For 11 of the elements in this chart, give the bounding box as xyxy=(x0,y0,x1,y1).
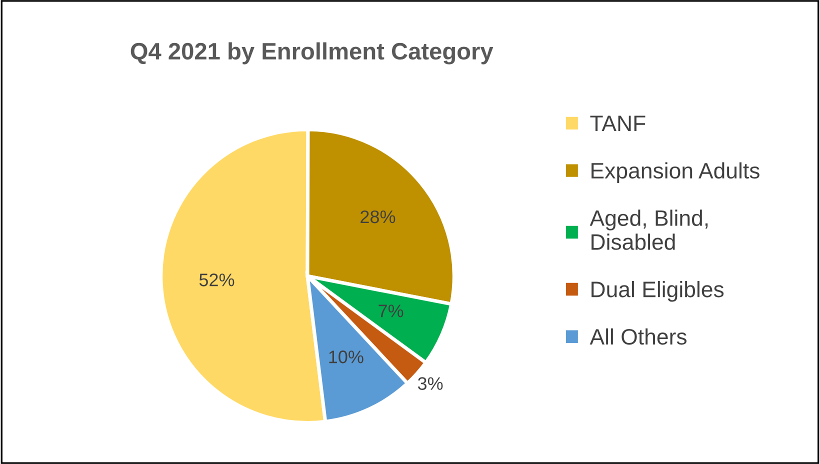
legend-label: Dual Eligibles xyxy=(592,280,724,302)
legend-label: TANF xyxy=(590,116,646,132)
data-label: 10% xyxy=(329,350,364,364)
data-label: 7% xyxy=(378,304,404,318)
legend-label: All Others xyxy=(590,328,686,345)
legend-label: Aged, Blind, Disabled xyxy=(590,210,708,250)
data-label: 52% xyxy=(199,274,234,286)
data-label: 28% xyxy=(360,210,396,224)
legend-label: Expansion Adults xyxy=(592,162,760,184)
data-label: 3% xyxy=(418,377,443,390)
chart-title: Q4 2021 by Enrollment Category xyxy=(130,42,494,64)
